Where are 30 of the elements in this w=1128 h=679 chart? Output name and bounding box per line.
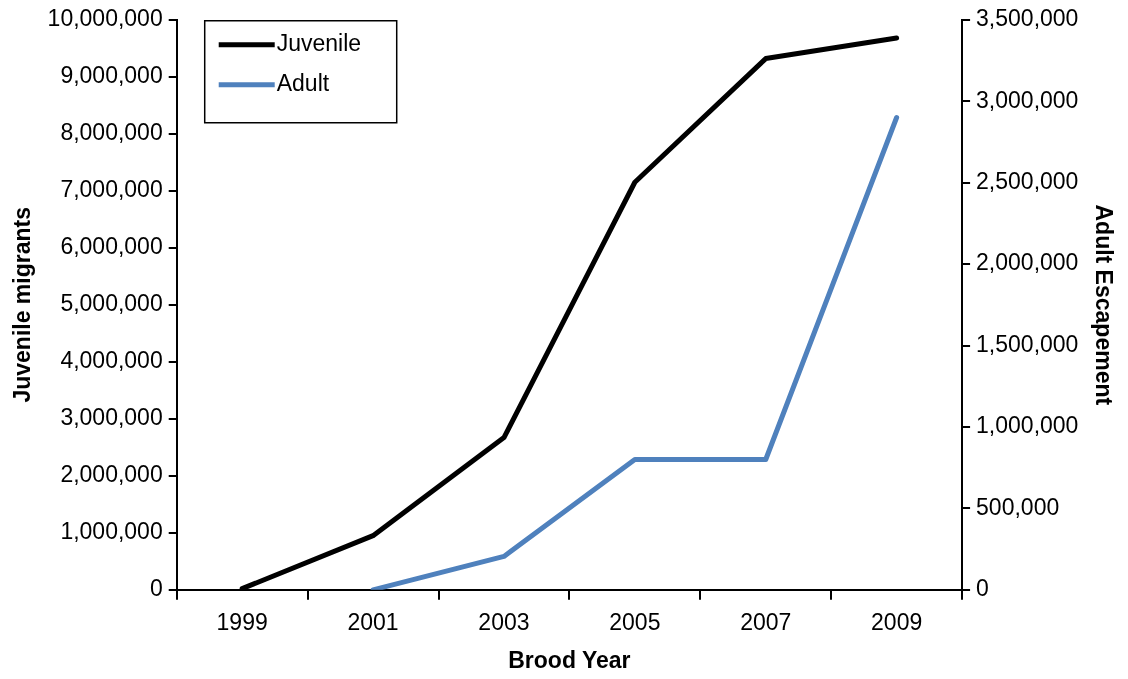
y2-axis-title: Adult Escapement — [1090, 204, 1117, 406]
x-tick-label: 2005 — [609, 608, 661, 635]
legend-label: Adult — [276, 70, 330, 97]
y2-tick-label: 1,500,000 — [976, 330, 1079, 357]
y-axis-title: Juvenile migrants — [9, 207, 36, 403]
y-tick-label: 3,000,000 — [60, 404, 163, 431]
x-tick-label: 2009 — [871, 608, 923, 635]
y2-tick-label: 3,000,000 — [976, 86, 1079, 113]
y2-tick-label: 2,000,000 — [976, 249, 1079, 276]
y-tick-label: 10,000,000 — [47, 5, 163, 32]
x-tick-label: 2007 — [740, 608, 792, 635]
y-tick-label: 1,000,000 — [60, 518, 163, 545]
x-tick-label: 2003 — [478, 608, 530, 635]
y2-tick-label: 500,000 — [976, 493, 1060, 520]
y2-tick-label: 2,500,000 — [976, 168, 1079, 194]
y2-tick-label: 3,500,000 — [976, 5, 1079, 32]
y2-tick-label: 0 — [976, 575, 989, 602]
y-tick-label: 0 — [149, 575, 163, 602]
y-tick-label: 2,000,000 — [60, 461, 163, 488]
y-tick-label: 5,000,000 — [60, 290, 163, 317]
y-tick-label: 8,000,000 — [60, 119, 163, 146]
y-tick-label: 4,000,000 — [60, 347, 163, 374]
x-tick-label: 1999 — [216, 608, 268, 635]
x-axis-title: Brood Year — [508, 646, 631, 673]
x-tick-label: 2001 — [347, 608, 399, 635]
y2-tick-label: 1,000,000 — [976, 412, 1079, 439]
y-tick-label: 6,000,000 — [60, 233, 163, 260]
y-tick-label: 9,000,000 — [60, 62, 163, 89]
y-tick-label: 7,000,000 — [60, 176, 163, 203]
legend-label: Juvenile — [276, 30, 362, 57]
